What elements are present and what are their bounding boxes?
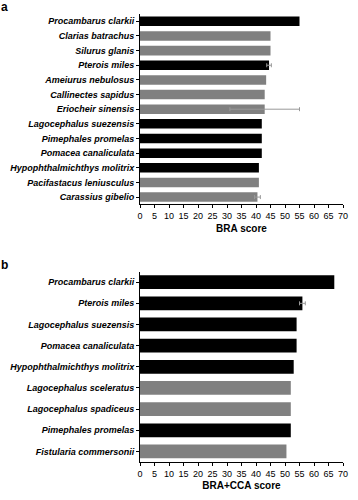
svg-text:Lagocephalus suezensis: Lagocephalus suezensis (28, 320, 134, 330)
svg-text:30: 30 (222, 211, 232, 221)
svg-text:60: 60 (309, 211, 319, 221)
svg-text:b: b (1, 258, 8, 272)
svg-text:Procambarus clarkii: Procambarus clarkii (48, 277, 135, 287)
svg-text:Lagocephalus suezensis: Lagocephalus suezensis (28, 119, 134, 129)
svg-text:35: 35 (236, 211, 246, 221)
svg-text:Eriocheir sinensis: Eriocheir sinensis (57, 104, 135, 114)
svg-text:20: 20 (193, 469, 203, 479)
svg-text:10: 10 (164, 211, 174, 221)
svg-text:25: 25 (207, 211, 217, 221)
svg-text:Ameiurus nebulosus: Ameiurus nebulosus (44, 75, 134, 85)
svg-text:40: 40 (251, 469, 261, 479)
svg-text:Procambarus clarkii: Procambarus clarkii (48, 16, 135, 26)
svg-text:Callinectes sapidus: Callinectes sapidus (50, 90, 134, 100)
svg-text:35: 35 (236, 469, 246, 479)
svg-text:55: 55 (294, 211, 304, 221)
svg-text:Hypophthalmichthys molitrix: Hypophthalmichthys molitrix (10, 362, 135, 372)
svg-text:65: 65 (323, 211, 333, 221)
svg-text:Pterois miles: Pterois miles (78, 60, 134, 70)
svg-text:40: 40 (251, 211, 261, 221)
svg-text:Pomacea canaliculata: Pomacea canaliculata (41, 148, 135, 158)
svg-text:15: 15 (178, 469, 188, 479)
svg-text:BRA score: BRA score (216, 223, 267, 234)
svg-text:30: 30 (222, 469, 232, 479)
svg-text:BRA+CCA score: BRA+CCA score (202, 480, 281, 491)
svg-text:45: 45 (265, 211, 275, 221)
svg-text:50: 50 (280, 469, 290, 479)
svg-text:Pomacea canaliculata: Pomacea canaliculata (41, 341, 135, 351)
svg-text:Pterois miles: Pterois miles (78, 298, 134, 308)
svg-text:Lagocephalus sceleratus: Lagocephalus sceleratus (27, 383, 135, 393)
svg-text:Pimephales promelas: Pimephales promelas (42, 134, 135, 144)
svg-text:Clarias batrachus: Clarias batrachus (59, 31, 135, 41)
svg-text:20: 20 (193, 211, 203, 221)
svg-text:15: 15 (178, 211, 188, 221)
svg-text:Hypophthalmichthys molitrix: Hypophthalmichthys molitrix (10, 163, 135, 173)
svg-text:55: 55 (294, 469, 304, 479)
svg-text:70: 70 (338, 469, 348, 479)
svg-text:60: 60 (309, 469, 319, 479)
svg-text:0: 0 (137, 211, 142, 221)
svg-text:5: 5 (152, 211, 157, 221)
svg-text:50: 50 (280, 211, 290, 221)
svg-text:0: 0 (137, 469, 142, 479)
svg-text:5: 5 (152, 469, 157, 479)
svg-text:65: 65 (323, 469, 333, 479)
svg-text:70: 70 (338, 211, 348, 221)
svg-text:a: a (1, 0, 8, 14)
svg-text:10: 10 (164, 469, 174, 479)
svg-text:25: 25 (207, 469, 217, 479)
svg-text:Silurus glanis: Silurus glanis (75, 46, 134, 56)
svg-text:Lagocephalus spadiceus: Lagocephalus spadiceus (27, 404, 134, 414)
svg-text:Pimephales promelas: Pimephales promelas (42, 425, 135, 435)
svg-text:Carassius gibelio: Carassius gibelio (60, 192, 135, 202)
svg-text:45: 45 (265, 469, 275, 479)
svg-text:Pacifastacus leniusculus: Pacifastacus leniusculus (27, 178, 134, 188)
svg-text:Fistularia commersonii: Fistularia commersonii (36, 447, 135, 457)
